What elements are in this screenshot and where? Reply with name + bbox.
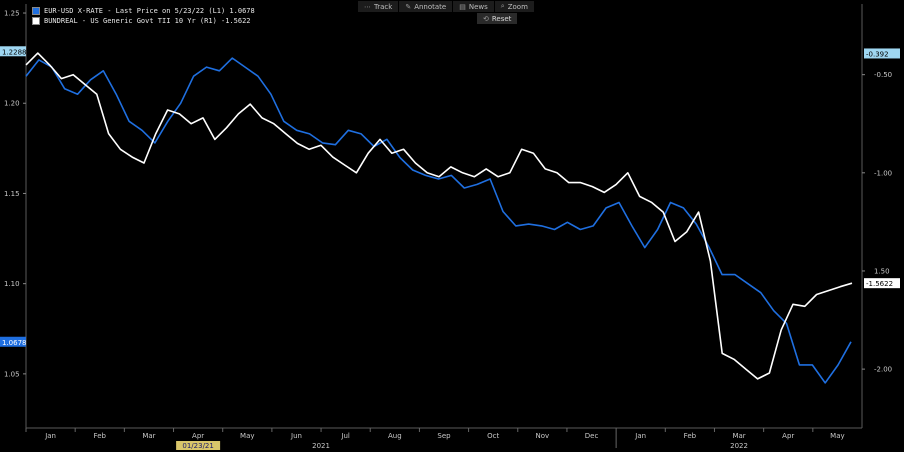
left-start-marker-text: 1.2288 xyxy=(2,48,27,56)
right-current-marker-box xyxy=(864,278,900,289)
left-tick-label: 1.10 xyxy=(4,280,20,288)
left-tick-label: 1.25 xyxy=(4,10,20,18)
year-label-2022: 2022 xyxy=(730,442,748,450)
right-tick-label: -1.00 xyxy=(874,169,892,177)
chart-toolbar: ⋯ Track ✎ Annotate ▤ News ⌕ Zoom xyxy=(358,1,535,12)
track-button[interactable]: ⋯ Track xyxy=(358,1,400,12)
chart-legend: EUR-USD X-RATE - Last Price on 5/23/22 (… xyxy=(32,6,255,26)
right-start-marker-text: -0.392 xyxy=(866,50,889,58)
right-tick-label: -0.50 xyxy=(874,71,892,79)
month-label: Aug xyxy=(388,432,402,440)
legend-swatch-eurusd xyxy=(32,7,40,15)
annotate-button[interactable]: ✎ Annotate xyxy=(399,1,454,12)
legend-label-eurusd: EUR-USD X-RATE - Last Price on 5/23/22 (… xyxy=(44,7,255,15)
month-label: May xyxy=(240,432,254,440)
year-label-2021: 2021 xyxy=(312,442,330,450)
zoom-button[interactable]: ⌕ Zoom xyxy=(494,1,535,12)
news-label: News xyxy=(468,2,488,11)
legend-item-eurusd[interactable]: EUR-USD X-RATE - Last Price on 5/23/22 (… xyxy=(32,6,255,16)
magnifier-icon: ⌕ xyxy=(500,2,505,10)
news-button[interactable]: ▤ News xyxy=(453,1,495,12)
series-line-eurusd xyxy=(25,57,852,384)
x-axis: Jan Feb Mar Apr May Jun Jul Aug Sep Oct Nov Dec Jan F… xyxy=(25,428,845,450)
left-axis: 1.25 1.20 1.15 1.10 1.05 xyxy=(4,10,26,378)
left-tick-label: 1.15 xyxy=(4,190,20,198)
month-label: Jan xyxy=(634,432,646,440)
start-date-label: 01/23/21 xyxy=(182,442,213,450)
month-label: Mar xyxy=(142,432,155,440)
month-label: Mar xyxy=(732,432,745,440)
legend-label-bundreal: BUNDREAL - US Generic Govt TII 10 Yr (R1… xyxy=(44,17,251,25)
left-tick-label: 1.05 xyxy=(4,370,20,378)
left-start-marker-box xyxy=(0,46,26,57)
month-label: Oct xyxy=(487,432,499,440)
month-label: Apr xyxy=(782,432,794,440)
month-label: Sep xyxy=(437,432,451,440)
left-current-marker: 1.0678 xyxy=(0,336,27,347)
month-label: Apr xyxy=(192,432,204,440)
month-label: May xyxy=(830,432,844,440)
series-lines xyxy=(25,52,853,384)
annotate-label: Annotate xyxy=(414,2,447,11)
reset-label: Reset xyxy=(491,14,512,23)
track-icon: ⋯ xyxy=(364,2,371,11)
left-current-marker-box xyxy=(0,336,26,347)
start-date-badge xyxy=(176,441,221,450)
left-start-marker: 1.2288 xyxy=(0,46,27,57)
month-label: Jul xyxy=(340,432,350,440)
right-current-marker: -1.5622 xyxy=(864,278,900,289)
month-label: Nov xyxy=(536,432,550,440)
right-axis: -0.50 -1.00 1.50 -2.00 xyxy=(862,71,892,374)
legend-item-bundreal[interactable]: BUNDREAL - US Generic Govt TII 10 Yr (R1… xyxy=(32,16,255,26)
month-label: Feb xyxy=(684,432,697,440)
month-label: Dec xyxy=(585,432,599,440)
reset-button[interactable]: ⟲ Reset xyxy=(477,13,518,24)
left-current-marker-text: 1.0678 xyxy=(2,339,27,347)
track-label: Track xyxy=(374,2,393,11)
right-tick-label: 1.50 xyxy=(874,267,890,275)
chart-frame xyxy=(25,4,863,429)
right-start-marker: -0.392 xyxy=(864,48,900,59)
right-tick-label: -2.00 xyxy=(874,366,892,374)
month-label: Jun xyxy=(290,432,302,440)
news-icon: ▤ xyxy=(459,2,466,11)
month-label: Feb xyxy=(94,432,107,440)
right-start-marker-box xyxy=(864,48,900,59)
zoom-label: Zoom xyxy=(507,2,528,11)
right-current-marker-text: -1.5622 xyxy=(866,280,893,288)
legend-swatch-bundreal xyxy=(32,17,40,25)
series-line-bundreal xyxy=(25,52,853,380)
pencil-icon: ✎ xyxy=(405,2,412,11)
axis-markers: 1.2288 1.0678 -0.392 -1.5622 xyxy=(0,46,900,347)
left-tick-label: 1.20 xyxy=(4,100,20,108)
month-label: Jan xyxy=(44,432,56,440)
reset-icon: ⟲ xyxy=(483,14,489,23)
